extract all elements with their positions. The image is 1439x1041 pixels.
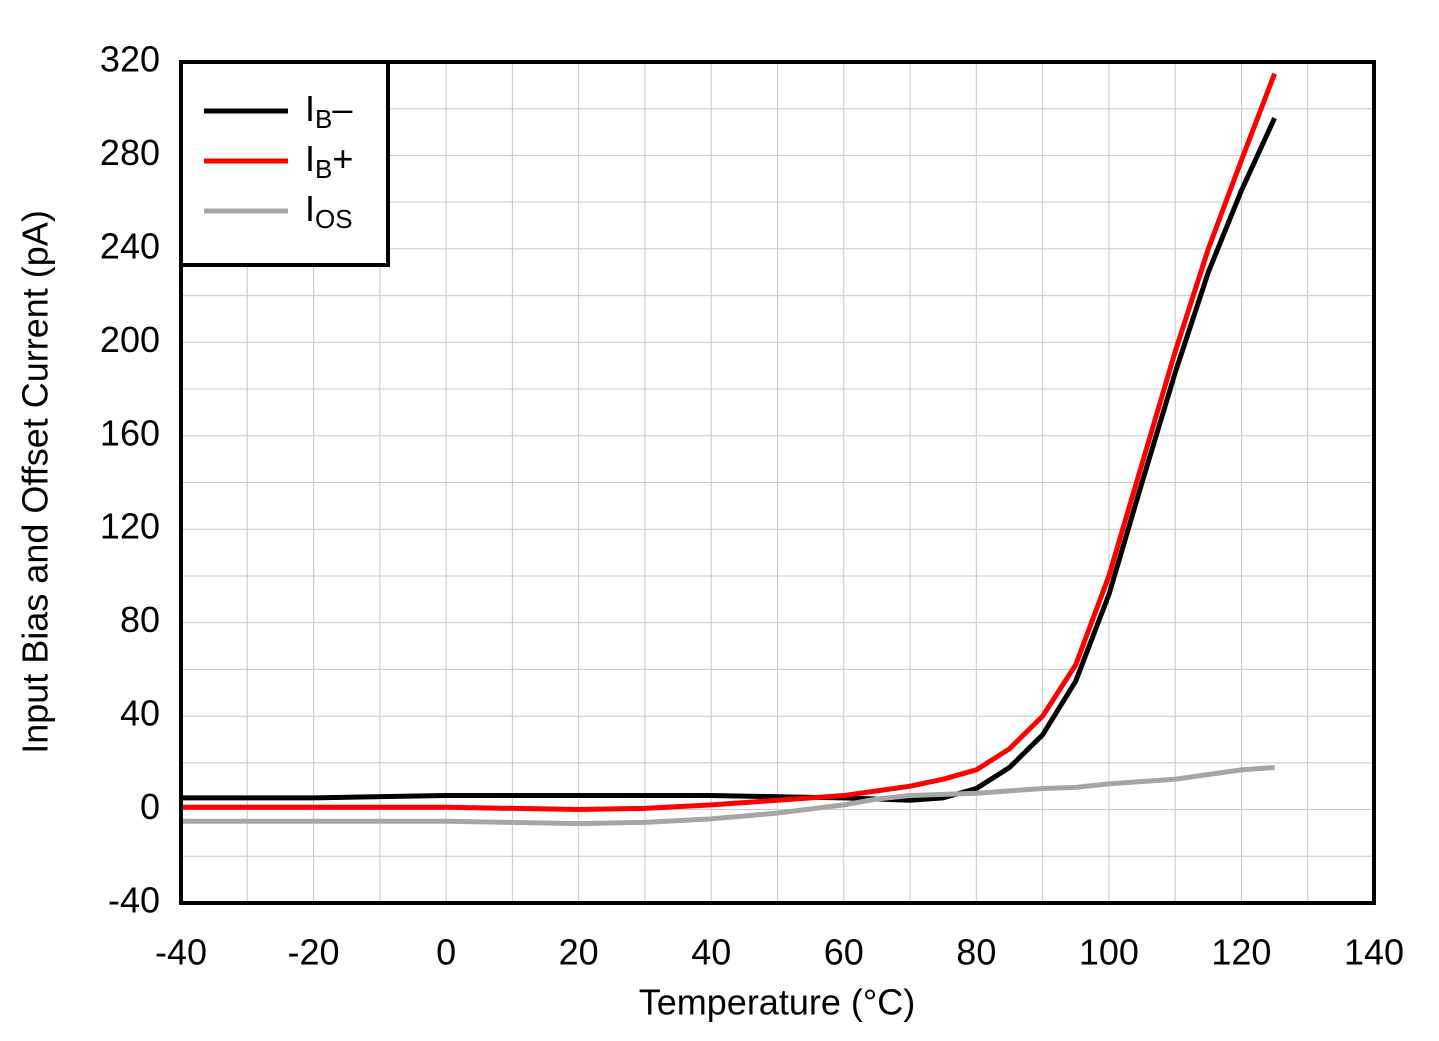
y-tick-label: 120 (100, 506, 160, 547)
y-tick-label: 280 (100, 132, 160, 173)
y-tick-label: -40 (108, 880, 160, 921)
x-axis-title: Temperature (°C) (639, 982, 915, 1023)
legend: IB–IB+IOS (179, 60, 390, 267)
x-tick-label: 20 (559, 932, 599, 973)
x-tick-label: 0 (436, 932, 456, 973)
plot-frame (179, 60, 1376, 905)
x-tick-label: 80 (956, 932, 996, 973)
x-tick-label: 120 (1211, 932, 1271, 973)
legend-label: IB+ (305, 138, 353, 184)
line-series (181, 765, 1275, 827)
line-series (181, 117, 1277, 803)
y-tick-label: 320 (100, 39, 160, 80)
y-tick-label: 80 (120, 599, 160, 640)
y-tick-label: 200 (100, 319, 160, 360)
legend-label: IB– (305, 88, 352, 134)
y-axis-title: Input Bias and Offset Current (pA) (15, 210, 56, 754)
y-tick-label: 0 (140, 786, 160, 827)
line-series (181, 72, 1277, 813)
y-tick-label: 160 (100, 412, 160, 453)
x-tick-label: 60 (824, 932, 864, 973)
y-tick-label: 40 (120, 693, 160, 734)
y-tick-label: 240 (100, 225, 160, 266)
legend-label: IOS (305, 188, 353, 234)
x-tick-label: 140 (1344, 932, 1404, 973)
x-tick-label: 100 (1079, 932, 1139, 973)
x-tick-label: -40 (155, 932, 207, 973)
x-tick-label: -20 (288, 932, 340, 973)
x-tick-label: 40 (691, 932, 731, 973)
